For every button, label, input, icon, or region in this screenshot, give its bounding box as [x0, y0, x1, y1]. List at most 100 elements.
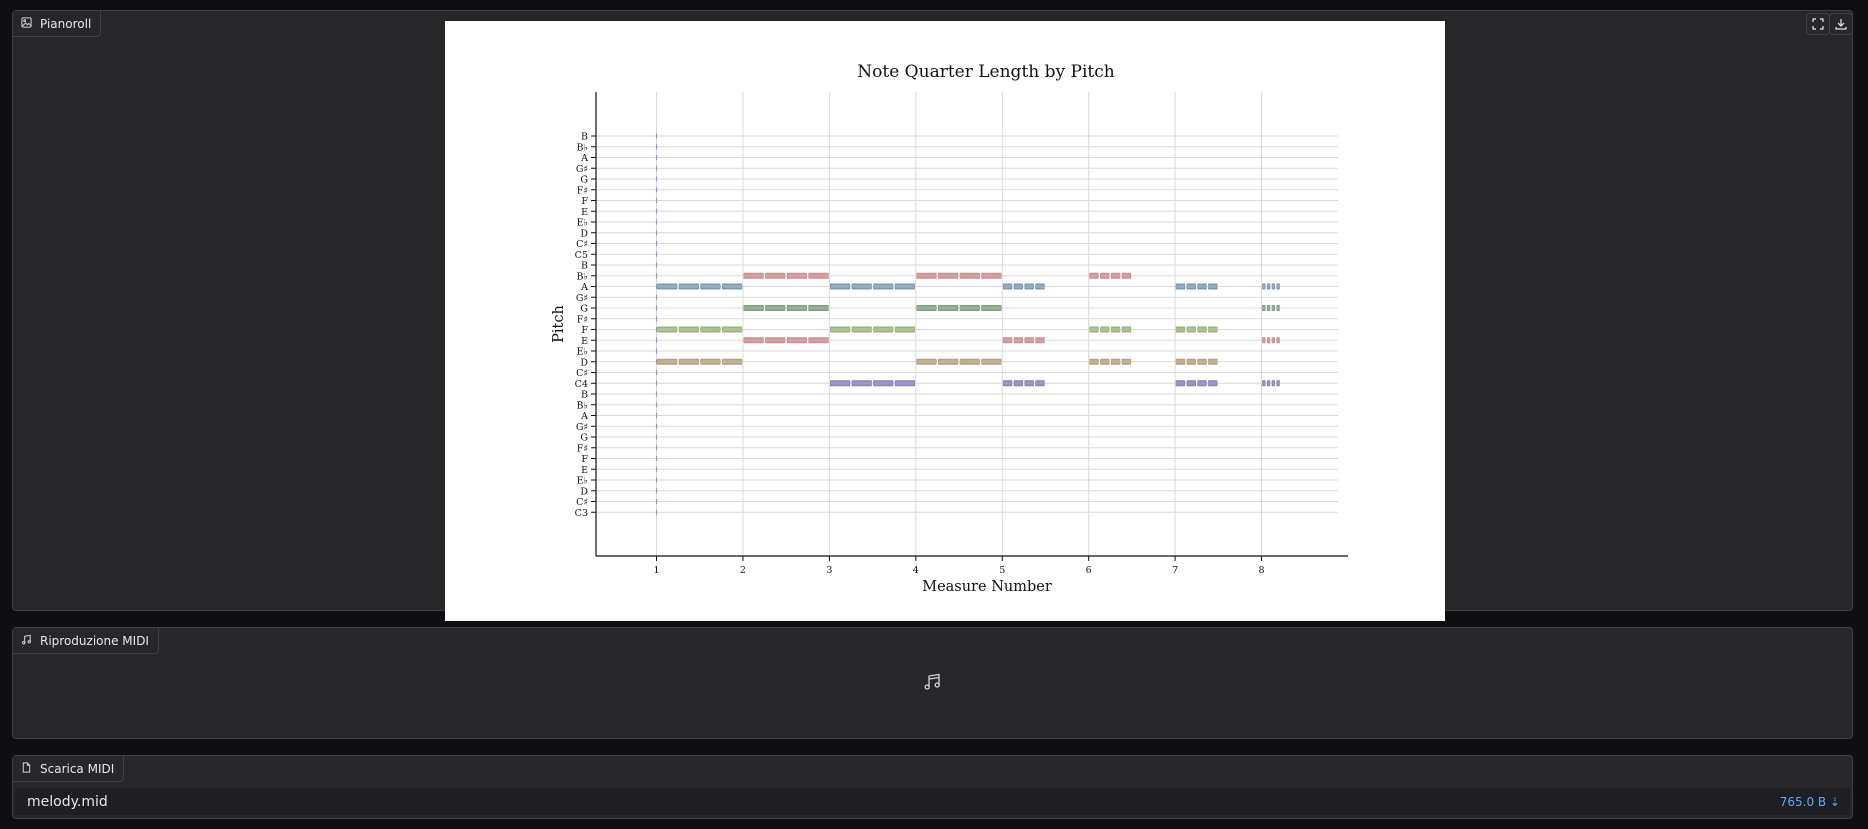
- note-segment-highlight: [1014, 285, 1023, 288]
- y-tick-label: D: [580, 357, 588, 368]
- note-segment: [829, 283, 851, 290]
- pitch-marker: [655, 327, 658, 332]
- note-segment-highlight: [1100, 360, 1109, 364]
- pitch-marker: [655, 241, 658, 246]
- pitch-marker: [655, 380, 658, 386]
- note-segment: [1208, 326, 1218, 333]
- y-tick-label: B♭: [577, 400, 588, 411]
- note-segment-highlight: [787, 306, 807, 310]
- x-tick-label: 2: [740, 565, 746, 576]
- note-segment: [786, 305, 807, 311]
- note-segment-highlight: [830, 381, 850, 385]
- note-segment: [1208, 358, 1218, 365]
- note-segment: [1035, 283, 1045, 290]
- file-row[interactable]: melody.mid 765.0 B ⇣: [15, 788, 1850, 815]
- download-button[interactable]: [1829, 13, 1853, 35]
- note-segment-highlight: [1025, 338, 1034, 342]
- note-segment: [1197, 326, 1207, 333]
- y-tick-label: F: [581, 325, 588, 336]
- pitch-marker: [655, 198, 658, 203]
- pitch-marker: [655, 176, 658, 182]
- note-segment-highlight: [1090, 328, 1098, 331]
- y-tick-label: C♯: [576, 368, 588, 379]
- note-segment-highlight: [1277, 338, 1279, 342]
- note-segment-highlight: [1122, 328, 1131, 331]
- note-segment: [1276, 337, 1280, 344]
- y-tick-label: G♯: [576, 422, 588, 433]
- y-tick-label: C♯: [576, 239, 588, 250]
- note-segment: [1186, 358, 1196, 365]
- music-note-icon: [21, 634, 32, 648]
- file-download-link[interactable]: 765.0 B ⇣: [1779, 794, 1840, 809]
- note-segment-highlight: [1003, 381, 1012, 385]
- note-segment: [1024, 283, 1034, 290]
- x-tick-label: 6: [1086, 565, 1092, 576]
- note-segment-highlight: [1198, 360, 1206, 364]
- note-segment: [721, 283, 743, 290]
- note-segment-highlight: [1208, 381, 1217, 385]
- note-segment: [657, 358, 678, 365]
- note-segment-highlight: [1187, 328, 1196, 331]
- pitch-marker: [655, 348, 658, 354]
- note-segment-highlight: [852, 285, 871, 288]
- midi-player-label-text: Riproduzione MIDI: [40, 633, 149, 648]
- note-segment-highlight: [1090, 274, 1098, 278]
- pitch-marker: [655, 499, 658, 504]
- fullscreen-button[interactable]: [1806, 13, 1830, 35]
- note-segment: [678, 358, 699, 365]
- note-segment-highlight: [1014, 381, 1023, 385]
- pitch-marker: [655, 456, 658, 461]
- note-segment-highlight: [895, 285, 915, 288]
- y-tick-label: B♭: [577, 142, 588, 153]
- y-tick-label: A: [580, 282, 588, 293]
- note-segment-highlight: [722, 360, 742, 364]
- y-tick-label: D: [580, 486, 588, 497]
- y-tick-label: A: [580, 411, 588, 422]
- note-segment: [1266, 337, 1271, 344]
- y-tick-label: G: [580, 433, 588, 444]
- note-segment: [786, 272, 807, 279]
- note-segment: [1271, 305, 1276, 311]
- note-segment-highlight: [873, 381, 893, 385]
- note-segment: [1266, 380, 1271, 387]
- pitch-marker: [655, 402, 658, 408]
- y-tick-label: F♯: [577, 314, 588, 325]
- note-segment: [1271, 283, 1276, 290]
- y-tick-label: E♭: [577, 347, 588, 358]
- note-segment-highlight: [1036, 285, 1044, 288]
- pitch-marker: [655, 413, 658, 418]
- y-tick-label: F♯: [577, 185, 588, 196]
- music-note-icon: [924, 673, 940, 690]
- y-tick-label: G♯: [576, 293, 588, 304]
- note-segment: [1186, 283, 1196, 290]
- note-segment: [873, 380, 894, 387]
- file-icon: [21, 761, 32, 776]
- y-tick-label: G♯: [576, 164, 588, 175]
- note-segment: [938, 358, 959, 365]
- x-tick-label: 5: [999, 565, 1005, 576]
- note-segment: [765, 272, 786, 279]
- note-segment: [981, 358, 1002, 365]
- note-segment: [657, 326, 678, 333]
- note-segment-highlight: [960, 306, 980, 310]
- note-segment: [721, 326, 743, 333]
- midi-player-panel-label: Riproduzione MIDI: [13, 628, 159, 654]
- note-segment: [1197, 380, 1207, 387]
- note-segment: [1035, 380, 1045, 387]
- note-segment: [873, 283, 894, 290]
- note-segment: [1110, 358, 1121, 365]
- pianoroll-label-text: Pianoroll: [40, 16, 92, 31]
- note-segment: [1110, 272, 1121, 279]
- x-tick-label: 8: [1259, 565, 1265, 576]
- note-segment: [981, 272, 1002, 279]
- note-segment-highlight: [1272, 381, 1275, 385]
- note-segment-highlight: [895, 381, 915, 385]
- midi-play-area[interactable]: [923, 672, 943, 692]
- pitch-marker: [655, 423, 658, 429]
- note-segment-highlight: [917, 274, 936, 278]
- note-segment-highlight: [1176, 381, 1185, 385]
- note-segment: [959, 358, 980, 365]
- y-tick-label: G: [580, 304, 588, 315]
- note-segment-highlight: [701, 328, 720, 331]
- pitch-marker: [655, 133, 658, 139]
